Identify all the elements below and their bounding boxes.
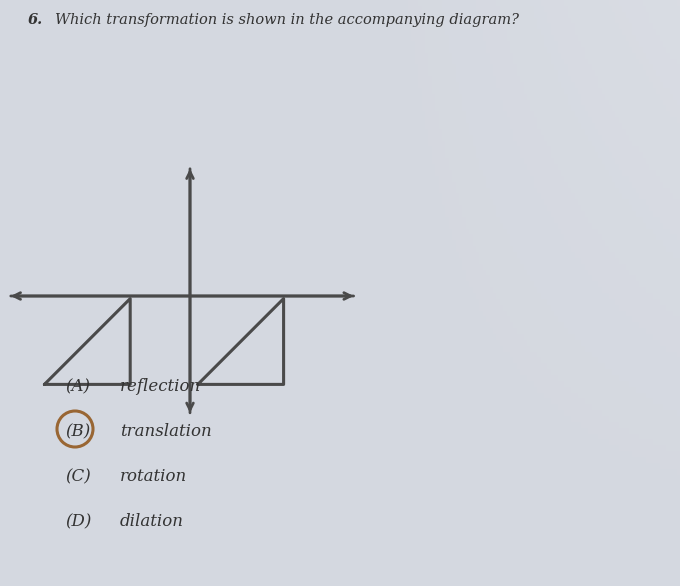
Text: Which transformation is shown in the accompanying diagram?: Which transformation is shown in the acc… bbox=[55, 13, 519, 27]
Text: (A): (A) bbox=[65, 378, 90, 395]
Text: dilation: dilation bbox=[120, 513, 184, 530]
Text: 6.: 6. bbox=[28, 13, 44, 27]
Text: (B): (B) bbox=[65, 423, 90, 440]
Text: translation: translation bbox=[120, 423, 211, 440]
Text: rotation: rotation bbox=[120, 468, 187, 485]
Text: (C): (C) bbox=[65, 468, 90, 485]
Text: (D): (D) bbox=[65, 513, 91, 530]
Text: reflection: reflection bbox=[120, 378, 201, 395]
